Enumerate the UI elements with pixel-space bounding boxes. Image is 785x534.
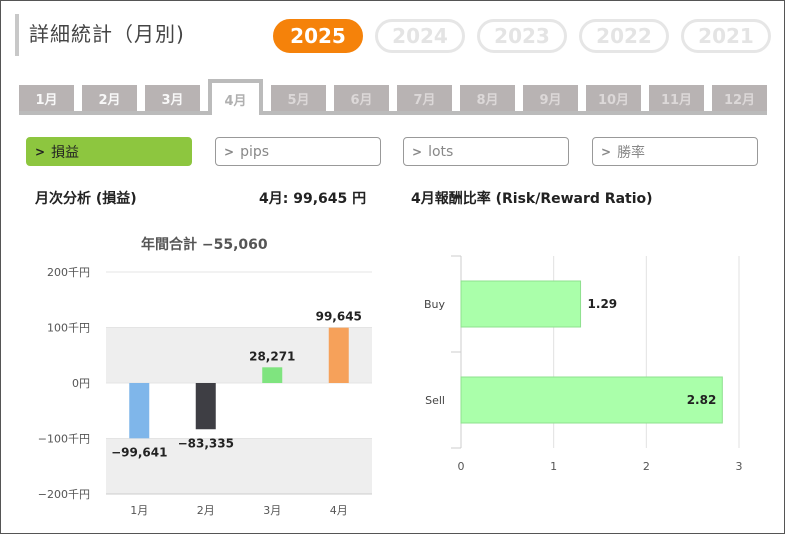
year-button-2021[interactable]: 2021 [681, 19, 771, 53]
category-label: Sell [425, 394, 445, 407]
profit-bar [262, 367, 283, 383]
profit-bar [328, 327, 349, 383]
x-tick-label: 1 [550, 460, 557, 473]
tab-month-6[interactable]: 6月 [334, 85, 389, 111]
monthly-analysis-title: 月次分析 (損益) [35, 191, 137, 207]
annual-total: 年間合計 −55,060 [141, 237, 268, 253]
y-tick-label: 0円 [72, 377, 90, 390]
profit-bar [195, 383, 216, 430]
filter-label: 勝率 [617, 144, 646, 161]
tab-month-10[interactable]: 10月 [586, 85, 641, 111]
page-title-bar: 詳細統計（月別) [15, 14, 185, 56]
tab-month-3[interactable]: 3月 [145, 85, 200, 111]
filter-button-lots[interactable]: > lots [403, 137, 569, 166]
chevron-right-icon: > [224, 144, 235, 159]
year-button-2022[interactable]: 2022 [579, 19, 669, 53]
page-title: 詳細統計（月別) [29, 22, 185, 46]
year-button-2023[interactable]: 2023 [477, 19, 567, 53]
bar-value-label: 1.29 [588, 297, 618, 311]
year-selector: 2025 2024 2023 2022 2021 [273, 19, 771, 53]
monthly-profit-chart: 200千円 100千円 0円 −100千円 −200千円 −99,641 1月 −83,335… [38, 266, 372, 517]
month-tabs: 1月 2月 3月 4月 5月 6月 7月 8月 9月 10月 11月 12月 [19, 79, 767, 115]
ratio-bar [460, 376, 723, 424]
tab-month-5[interactable]: 5月 [271, 85, 326, 111]
x-tick-label: 1月 [130, 504, 148, 517]
filter-label: pips [240, 143, 270, 160]
tab-month-4[interactable]: 4月 [208, 79, 263, 115]
tab-month-11[interactable]: 11月 [649, 85, 704, 111]
x-tick-label: 2月 [197, 504, 215, 517]
filter-label: 損益 [51, 144, 80, 161]
x-tick-label: 2 [643, 460, 650, 473]
current-month-value: 4月: 99,645 円 [259, 191, 367, 207]
ratio-bar [460, 280, 582, 328]
bar-value-label: −83,335 [178, 436, 234, 450]
bar-value-label: −99,641 [111, 445, 167, 459]
y-tick-label: −100千円 [38, 433, 90, 446]
tab-month-2[interactable]: 2月 [82, 85, 137, 111]
year-button-2024[interactable]: 2024 [375, 19, 465, 53]
y-tick-label: 200千円 [47, 266, 90, 279]
x-tick-label: 0 [458, 460, 465, 473]
ratio-chart-title: 4月報酬比率 (Risk/Reward Ratio) [411, 191, 653, 207]
tab-month-12[interactable]: 12月 [712, 85, 767, 111]
y-tick-label: 100千円 [47, 322, 90, 335]
chevron-right-icon: > [35, 144, 46, 159]
tab-month-8[interactable]: 8月 [460, 85, 515, 111]
tab-month-9[interactable]: 9月 [523, 85, 578, 111]
month-tabs-baseline [19, 111, 767, 115]
filter-label: lots [428, 143, 454, 160]
plot-band [106, 327, 372, 383]
profit-bar [129, 383, 150, 439]
bar-value-label: 2.82 [687, 393, 717, 407]
bar-value-label: 28,271 [249, 349, 295, 363]
risk-reward-chart: 0 1 2 3 1.29 Buy 2.82 Sell [424, 255, 743, 473]
category-label: Buy [424, 298, 446, 311]
filter-button-pips[interactable]: > pips [215, 137, 381, 166]
filter-button-profit[interactable]: > 損益 [26, 137, 192, 166]
y-tick-label: −200千円 [38, 488, 90, 501]
x-tick-label: 3月 [263, 504, 281, 517]
plot-band [106, 438, 372, 494]
filter-button-winrate[interactable]: > 勝率 [592, 137, 758, 166]
chevron-right-icon: > [412, 144, 423, 159]
year-button-2025[interactable]: 2025 [273, 19, 363, 53]
x-tick-label: 4月 [330, 504, 348, 517]
x-tick-label: 3 [736, 460, 743, 473]
tab-month-7[interactable]: 7月 [397, 85, 452, 111]
tab-month-1[interactable]: 1月 [19, 85, 74, 111]
bar-value-label: 99,645 [316, 310, 362, 324]
chevron-right-icon: > [601, 144, 612, 159]
